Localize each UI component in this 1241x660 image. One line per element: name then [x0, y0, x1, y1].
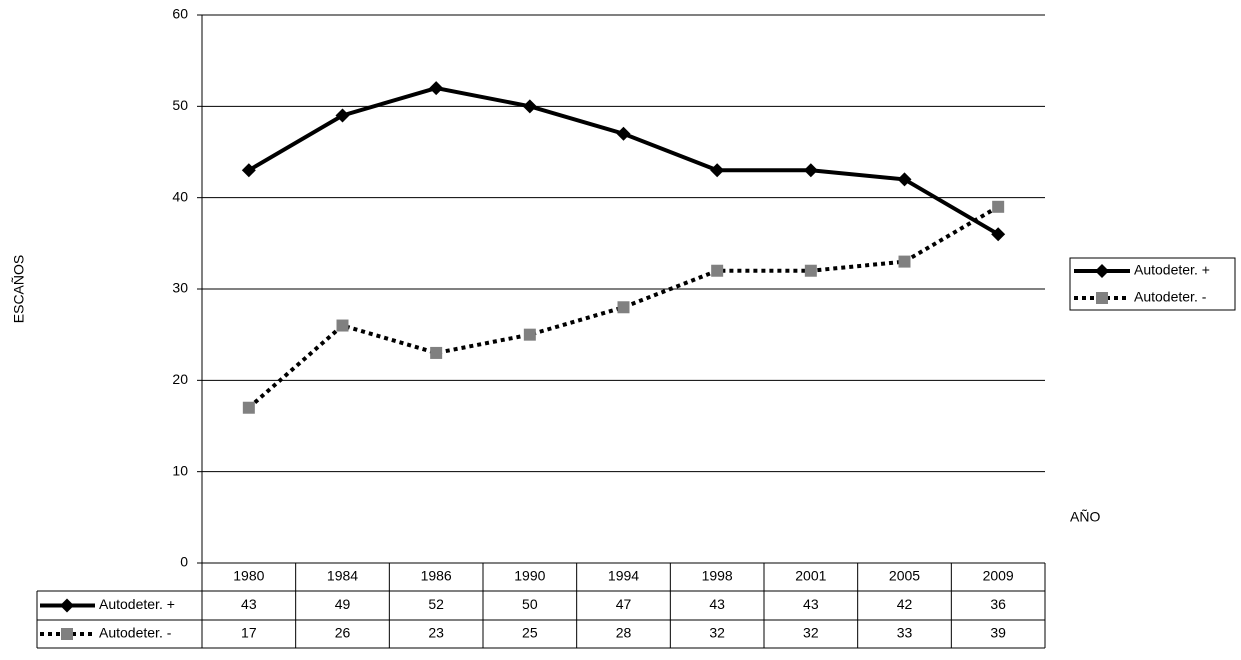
table-legend-marker	[60, 598, 74, 613]
marker	[241, 163, 256, 178]
table-value: 43	[241, 596, 257, 612]
x-axis-label: AÑO	[1070, 509, 1100, 525]
y-tick-label: 10	[172, 462, 188, 478]
marker	[335, 108, 350, 123]
marker	[617, 301, 630, 314]
y-axis-label: ESCAÑOS	[11, 255, 27, 323]
x-tick-label: 2009	[983, 568, 1014, 584]
table-value: 49	[335, 596, 351, 612]
marker	[710, 163, 725, 178]
marker	[336, 319, 349, 332]
marker	[522, 99, 537, 114]
y-tick-label: 30	[172, 280, 188, 296]
marker	[992, 200, 1005, 213]
y-tick-label: 40	[172, 188, 188, 204]
marker	[616, 126, 631, 141]
y-tick-label: 50	[172, 97, 188, 113]
table-value: 32	[709, 625, 725, 641]
table-value: 47	[616, 596, 632, 612]
table-value: 32	[803, 625, 819, 641]
legend-label: Autodeter. -	[1134, 289, 1207, 305]
table-value: 28	[616, 625, 632, 641]
marker	[898, 255, 911, 268]
table-value: 33	[897, 625, 913, 641]
x-tick-label: 2001	[795, 568, 826, 584]
x-tick-label: 1980	[233, 568, 264, 584]
marker	[429, 81, 444, 96]
legend-marker	[1095, 264, 1109, 278]
x-tick-label: 2005	[889, 568, 920, 584]
x-tick-label: 1990	[514, 568, 545, 584]
marker	[991, 227, 1006, 242]
marker	[430, 346, 443, 359]
series-line	[247, 205, 1000, 410]
table-legend-marker	[61, 628, 73, 640]
table-value: 42	[897, 596, 913, 612]
table-series-name: Autodeter. +	[99, 596, 175, 612]
x-tick-label: 1984	[327, 568, 358, 584]
y-tick-label: 60	[172, 6, 188, 22]
marker	[803, 163, 818, 178]
table-value: 36	[990, 596, 1006, 612]
series-line	[247, 86, 1000, 236]
x-tick-label: 1994	[608, 568, 639, 584]
marker	[523, 328, 536, 341]
table-value: 52	[428, 596, 444, 612]
x-tick-label: 1986	[421, 568, 452, 584]
table-value: 39	[990, 625, 1006, 641]
x-tick-label: 1998	[702, 568, 733, 584]
table-value: 26	[335, 625, 351, 641]
table-value: 43	[709, 596, 725, 612]
marker	[804, 264, 817, 277]
y-tick-label: 0	[180, 554, 188, 570]
table-value: 23	[428, 625, 444, 641]
table-value: 43	[803, 596, 819, 612]
table-value: 25	[522, 625, 538, 641]
marker	[897, 172, 912, 187]
y-tick-label: 20	[172, 371, 188, 387]
marker	[711, 264, 724, 277]
table-value: 50	[522, 596, 538, 612]
table-series-name: Autodeter. -	[99, 625, 172, 641]
marker	[242, 401, 255, 414]
legend-marker	[1096, 292, 1108, 304]
table-value: 17	[241, 625, 257, 641]
legend-label: Autodeter. +	[1134, 262, 1210, 278]
